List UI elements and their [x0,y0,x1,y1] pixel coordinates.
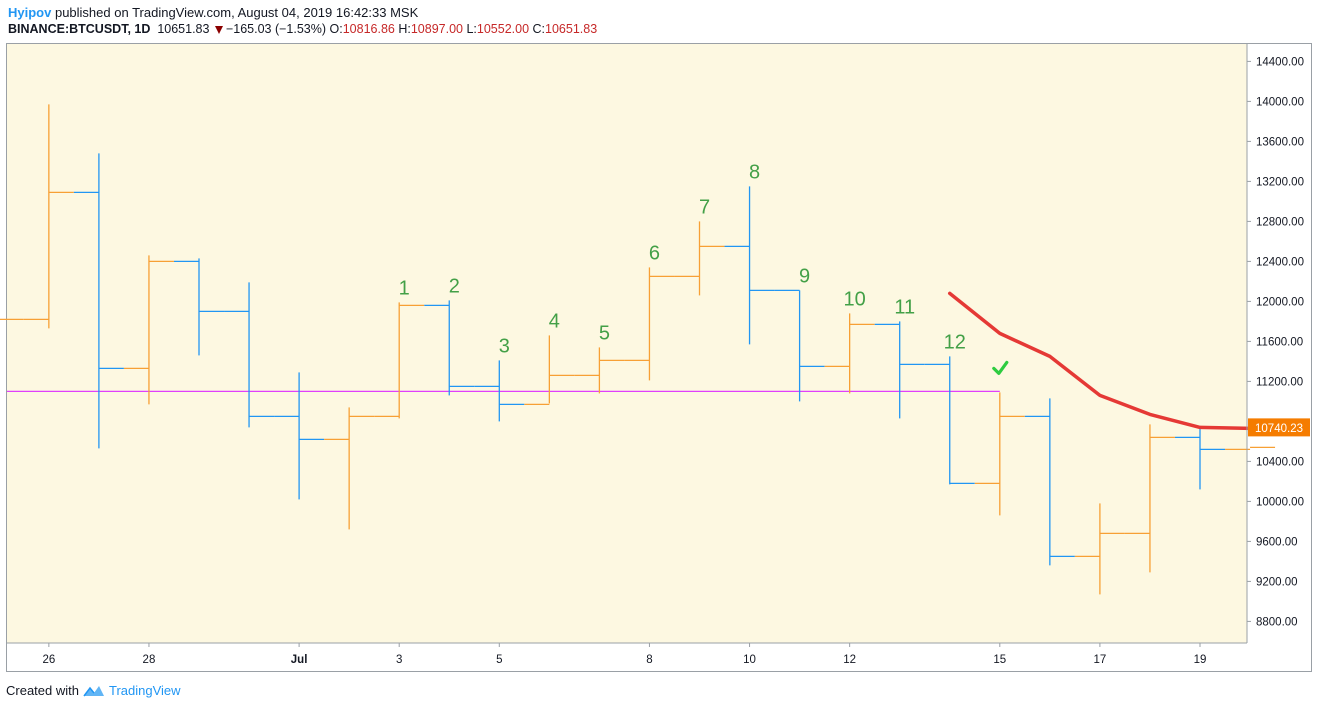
open-value: 10816.86 [342,22,395,36]
y-axis-tick-label: 9600.00 [1256,536,1298,548]
y-axis-tick-label: 11600.00 [1256,336,1303,348]
tradingview-brand-link[interactable]: TradingView [108,683,181,698]
tradingview-logo-icon[interactable] [83,684,105,698]
ohlc-bar[interactable] [524,335,575,406]
ohlc-bar[interactable] [1175,427,1225,490]
y-axis-tick-label: 10400.00 [1256,456,1304,468]
y-axis-tick-label: 13600.00 [1256,136,1304,148]
y-axis-tick-label: 13200.00 [1256,176,1304,188]
count-label: 1 [399,277,410,299]
ohlc-bar[interactable] [874,321,925,419]
ohlc-bar[interactable] [924,356,975,485]
symbol-info: BINANCE:BTCUSDT, 1D 10651.83 −165.03 (−1… [8,22,597,36]
high-value: 10897.00 [410,22,463,36]
close-label: C: [532,22,546,36]
count-label: 11 [894,296,915,318]
last-price: 10651.83 [157,22,210,36]
ohlc-bar[interactable] [1024,398,1075,566]
count-label: 10 [844,288,866,310]
publish-info: Hyipov published on TradingView.com, Aug… [8,5,418,20]
y-axis-tick-label: 14000.00 [1256,96,1304,108]
x-axis-tick-label: 10 [743,654,756,666]
chart-frame [6,43,1312,672]
ohlc-bar[interactable] [424,300,475,396]
count-label: 2 [449,275,460,297]
y-axis-tick-label: 9200.00 [1256,576,1298,588]
ohlc-bar[interactable] [724,186,775,345]
x-axis-tick-label: 15 [993,654,1006,666]
ohlc-bar[interactable] [624,267,675,381]
x-axis-tick-label: 17 [1094,654,1107,666]
x-axis-tick-label: Jul [291,654,308,666]
ohlc-bar[interactable] [774,289,825,402]
count-label: 9 [799,265,810,287]
x-axis-tick-label: 8 [646,654,652,666]
y-axis-tick-label: 12400.00 [1256,256,1304,268]
x-axis-tick-label: 5 [496,654,502,666]
ohlc-bar[interactable] [1225,446,1276,451]
ohlc-bar[interactable] [224,282,275,428]
close-value: 10651.83 [545,22,598,36]
y-axis-tick-label: 10000.00 [1256,496,1304,508]
y-axis-tick-label: 14400.00 [1256,56,1304,68]
count-label: 5 [599,322,610,344]
ohlc-bar[interactable] [824,313,875,394]
published-text: published on TradingView.com, August 04,… [54,5,419,20]
low-label: L: [466,22,477,36]
checkmark-icon [992,360,1009,375]
y-axis-tick-label: 12000.00 [1256,296,1304,308]
ohlc-bar[interactable] [474,360,525,422]
current-price-label: 10740.23 [1255,423,1303,435]
count-label: 12 [944,331,966,353]
x-axis-tick-label: 26 [42,654,55,666]
ohlc-bar[interactable] [374,302,425,419]
price-change: −165.03 (−1.53%) [225,22,327,36]
ohlc-bar[interactable] [123,255,174,405]
ohlc-bar[interactable] [674,221,725,296]
ohlc-bar[interactable] [1124,424,1175,573]
count-label: 6 [649,242,660,264]
low-value: 10552.00 [476,22,530,36]
ohlc-bar[interactable] [23,104,74,329]
count-label: 4 [549,310,560,332]
trend-line[interactable] [948,291,1252,431]
x-axis-tick-label: 28 [143,654,156,666]
symbol-name: BINANCE:BTCUSDT, 1D [8,22,151,36]
open-label: O: [329,22,343,36]
ohlc-bar[interactable] [274,372,325,500]
x-axis-tick-label: 12 [843,654,856,666]
y-axis-tick-label: 8800.00 [1256,616,1298,628]
ohlc-bar[interactable] [974,392,1025,516]
plot-background [7,44,1247,643]
count-label: 8 [749,161,760,183]
current-price-tag [1248,418,1310,437]
footer: Created with TradingView [6,683,181,698]
author-name[interactable]: Hyipov [8,5,52,20]
y-axis-tick-label: 12800.00 [1256,216,1304,228]
ohlc-bar[interactable] [574,347,625,394]
x-axis-tick-label: 3 [396,654,402,666]
ohlc-bar[interactable] [73,153,124,449]
count-label: 7 [699,196,710,218]
created-with-text: Created with [6,683,79,698]
ohlc-bar[interactable] [324,407,375,530]
down-arrow-icon [214,25,223,34]
ohlc-bar[interactable] [0,318,24,326]
y-axis-tick-label: 11200.00 [1256,376,1303,388]
ohlc-bar[interactable] [1074,503,1125,595]
high-label: H: [398,22,411,36]
ohlc-bar[interactable] [174,258,224,356]
x-axis-tick-label: 19 [1194,654,1207,666]
count-label: 3 [499,335,510,357]
